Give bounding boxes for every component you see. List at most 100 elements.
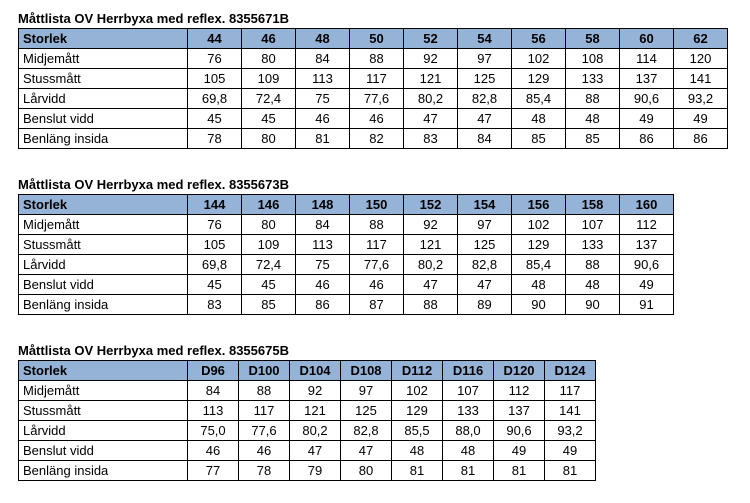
header-row: Storlek D96 D100 D104 D108 D112 D116 D120 D124 xyxy=(18,360,596,381)
measurement-cell: 105 xyxy=(187,68,242,89)
measurement-cell: 125 xyxy=(457,234,512,255)
measurement-cell: 137 xyxy=(493,400,545,421)
size-header-cell: 56 xyxy=(511,28,566,49)
size-header-cell: 46 xyxy=(241,28,296,49)
measurement-cell: 82 xyxy=(349,128,404,149)
size-header-cell: D108 xyxy=(340,360,392,381)
measurement-cell: 75 xyxy=(295,88,350,109)
row-label-cell: Stussmått xyxy=(18,234,188,255)
table-row: Benslut vidd 46 46 47 47 48 48 49 49 xyxy=(18,440,596,461)
measurement-cell: 82,8 xyxy=(340,420,392,441)
measurement-cell: 85 xyxy=(241,294,296,315)
measurement-cell: 92 xyxy=(403,48,458,69)
measurement-cell: 82,8 xyxy=(457,88,512,109)
size-header-cell: 156 xyxy=(511,194,566,215)
measurement-cell: 80,2 xyxy=(403,88,458,109)
measurement-cell: 85,4 xyxy=(511,254,566,275)
measurement-cell: 47 xyxy=(340,440,392,461)
row-label-cell: Midjemått xyxy=(18,48,188,69)
measurement-cell: 86 xyxy=(619,128,674,149)
row-label-cell: Benslut vidd xyxy=(18,440,188,461)
measurement-cell: 105 xyxy=(187,234,242,255)
measurement-cell: 133 xyxy=(442,400,494,421)
measurement-cell: 88 xyxy=(403,294,458,315)
measurement-cell: 129 xyxy=(391,400,443,421)
measurement-cell: 76 xyxy=(187,48,242,69)
measurement-cell: 80 xyxy=(241,48,296,69)
measurement-cell: 107 xyxy=(565,214,620,235)
row-label-cell: Benläng insida xyxy=(18,294,188,315)
size-header-cell: 148 xyxy=(295,194,350,215)
row-label-cell: Midjemått xyxy=(18,214,188,235)
measurement-cell: 93,2 xyxy=(544,420,596,441)
measurement-cell: 49 xyxy=(544,440,596,461)
measurement-cell: 141 xyxy=(544,400,596,421)
measurement-cell: 46 xyxy=(295,274,350,295)
size-table: Storlek 44 46 48 50 52 54 56 58 60 62 Midjemått 76 80… xyxy=(18,28,728,149)
size-header-cell: 58 xyxy=(565,28,620,49)
table-row: Benläng insida 78 80 81 82 83 84 85 85 86 86 xyxy=(18,128,728,149)
measurement-cell: 113 xyxy=(295,68,350,89)
measurement-cell: 47 xyxy=(457,108,512,129)
size-header-cell: 158 xyxy=(565,194,620,215)
header-row: Storlek 144 146 148 150 152 154 156 158 160 xyxy=(18,194,674,215)
measurement-cell: 49 xyxy=(673,108,728,129)
measurement-cell: 48 xyxy=(511,108,566,129)
measurement-cell: 84 xyxy=(295,48,350,69)
row-label-cell: Stussmått xyxy=(18,68,188,89)
measurement-cell: 88 xyxy=(565,88,620,109)
measurement-cell: 121 xyxy=(403,234,458,255)
measurement-cell: 79 xyxy=(289,460,341,481)
measurement-cell: 121 xyxy=(289,400,341,421)
measurement-cell: 137 xyxy=(619,234,674,255)
size-header-cell: 50 xyxy=(349,28,404,49)
measurement-cell: 85 xyxy=(565,128,620,149)
measurement-cell: 85,5 xyxy=(391,420,443,441)
measurement-cell: 117 xyxy=(238,400,290,421)
measurement-cell: 112 xyxy=(619,214,674,235)
size-table: Storlek 144 146 148 150 152 154 156 158 160 Midjem… xyxy=(18,194,674,315)
table-row: Midjemått 76 80 84 88 92 97 102 107 112 xyxy=(18,214,674,235)
measurement-cell: 117 xyxy=(544,380,596,401)
header-label-cell: Storlek xyxy=(18,28,188,49)
measurement-cell: 81 xyxy=(391,460,443,481)
measurement-cell: 129 xyxy=(511,68,566,89)
measurement-cell: 81 xyxy=(493,460,545,481)
measurement-cell: 114 xyxy=(619,48,674,69)
measurement-cell: 49 xyxy=(619,274,674,295)
measurement-cell: 75,0 xyxy=(187,420,239,441)
size-header-cell: 54 xyxy=(457,28,512,49)
measurement-cell: 125 xyxy=(457,68,512,89)
measurement-cell: 129 xyxy=(511,234,566,255)
measurement-cell: 48 xyxy=(565,274,620,295)
size-header-cell: D96 xyxy=(187,360,239,381)
measurement-cell: 112 xyxy=(493,380,545,401)
measurement-cell: 121 xyxy=(403,68,458,89)
measurement-cell: 46 xyxy=(238,440,290,461)
table-row: Benslut vidd 45 45 46 46 47 47 48 48 49 49 xyxy=(18,108,728,129)
measurement-cell: 109 xyxy=(241,68,296,89)
table-row: Lårvidd 69,8 72,4 75 77,6 80,2 82,8 85,4 88 90,6 xyxy=(18,254,674,275)
measurement-cell: 88 xyxy=(238,380,290,401)
measurement-cell: 47 xyxy=(403,108,458,129)
measurement-cell: 86 xyxy=(295,294,350,315)
measurement-cell: 125 xyxy=(340,400,392,421)
size-header-cell: 160 xyxy=(619,194,674,215)
size-header-cell: 44 xyxy=(187,28,242,49)
measurement-cell: 83 xyxy=(187,294,242,315)
measurement-cell: 46 xyxy=(187,440,239,461)
measurement-cell: 90 xyxy=(511,294,566,315)
size-table-block-8355671b: Måttlista OV Herrbyxa med reflex. 835567… xyxy=(18,10,728,149)
measurement-cell: 78 xyxy=(187,128,242,149)
size-table: Storlek D96 D100 D104 D108 D112 D116 D120 D124 Mi… xyxy=(18,360,596,481)
measurement-cell: 69,8 xyxy=(187,254,242,275)
row-label-cell: Benslut vidd xyxy=(18,108,188,129)
row-label-cell: Benslut vidd xyxy=(18,274,188,295)
measurement-cell: 86 xyxy=(673,128,728,149)
measurement-cell: 102 xyxy=(511,214,566,235)
measurement-cell: 109 xyxy=(241,234,296,255)
size-header-cell: 154 xyxy=(457,194,512,215)
measurement-cell: 133 xyxy=(565,68,620,89)
measurement-cell: 90,6 xyxy=(619,88,674,109)
measurement-cell: 77,6 xyxy=(349,88,404,109)
